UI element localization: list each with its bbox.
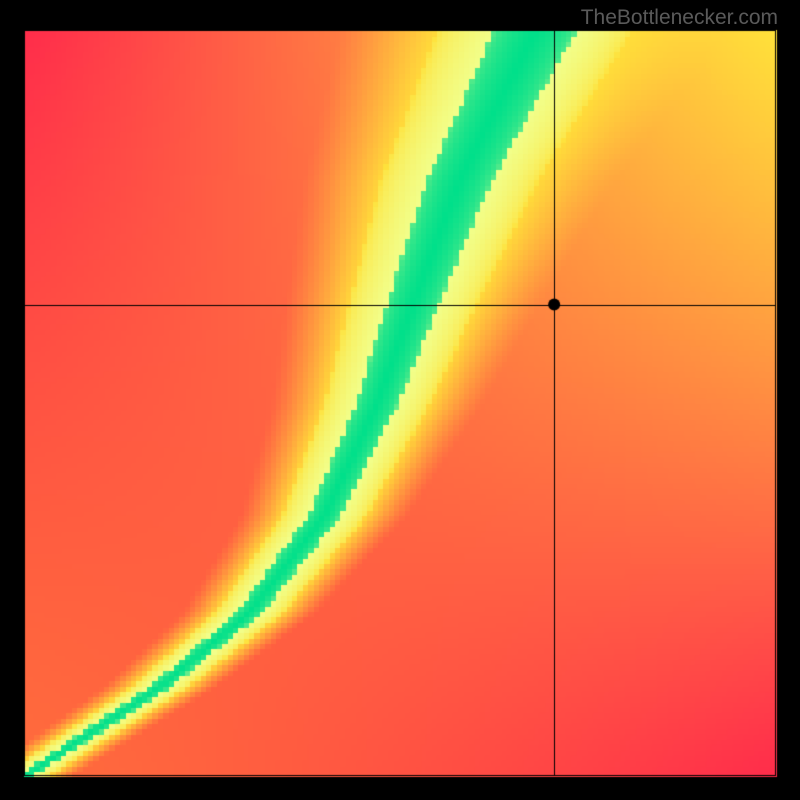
bottleneck-heatmap-canvas bbox=[0, 0, 800, 800]
chart-container: TheBottlenecker.com bbox=[0, 0, 800, 800]
attribution-label: TheBottlenecker.com bbox=[581, 6, 778, 30]
